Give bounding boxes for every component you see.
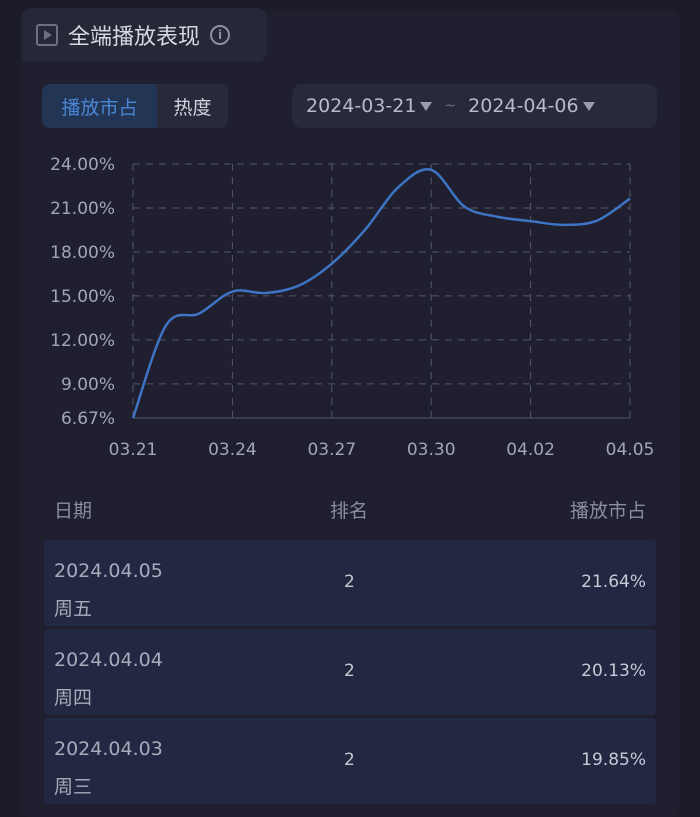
row-weekday: 周五	[54, 598, 93, 620]
row-weekday: 周三	[54, 776, 93, 798]
row-share: 19.85%	[581, 750, 646, 770]
y-tick-label: 9.00%	[61, 375, 115, 395]
x-tick-label: 03.30	[407, 440, 456, 460]
y-tick-label: 18.00%	[50, 243, 115, 263]
date-range-picker: 2024-03-21 ~ 2024-04-06	[292, 84, 657, 128]
info-icon[interactable]: i	[210, 25, 231, 45]
x-tick-label: 04.02	[506, 440, 555, 460]
metric-toggle: 播放市占 热度	[42, 84, 228, 128]
row-share: 20.13%	[581, 661, 646, 681]
end-date[interactable]: 2024-04-06	[468, 95, 579, 117]
row-rank: 2	[344, 661, 355, 681]
tab-market-share[interactable]: 播放市占	[42, 84, 157, 128]
x-tick-label: 03.21	[109, 440, 158, 460]
x-tick-label: 03.27	[307, 440, 356, 460]
y-tick-label: 21.00%	[50, 199, 115, 219]
panel-title: 全端播放表现	[68, 25, 201, 50]
caret-down-icon[interactable]	[582, 101, 595, 111]
row-date: 2024.04.03	[54, 738, 163, 760]
column-header-rank: 排名	[330, 500, 369, 522]
caret-down-icon[interactable]	[420, 101, 433, 111]
x-tick-label: 03.24	[208, 440, 257, 460]
row-date: 2024.04.05	[54, 560, 163, 582]
table-row: 2024.04.04 周四 2 20.13%	[44, 629, 656, 715]
column-header-date: 日期	[54, 500, 93, 522]
share-line-chart: 24.00% 21.00% 18.00% 15.00% 12.00% 9.00% 6.67%…	[50, 155, 655, 460]
y-tick-label: 6.67%	[61, 409, 115, 429]
row-rank: 2	[344, 750, 355, 770]
panel-header: 全端播放表现 i	[22, 8, 267, 62]
y-tick-label: 15.00%	[50, 287, 115, 307]
start-date[interactable]: 2024-03-21	[306, 95, 417, 117]
range-separator: ~	[444, 98, 457, 114]
y-tick-label: 24.00%	[50, 155, 115, 175]
row-rank: 2	[344, 572, 355, 592]
y-tick-label: 12.00%	[50, 331, 115, 351]
series-line	[131, 168, 631, 419]
tab-heat[interactable]: 热度	[173, 96, 212, 119]
row-share: 21.64%	[581, 572, 646, 592]
x-tick-label: 04.05	[606, 440, 655, 460]
row-date: 2024.04.04	[54, 649, 163, 671]
table-row: 2024.04.03 周三 2 19.85%	[44, 718, 656, 804]
column-header-share: 播放市占	[569, 500, 646, 522]
table-row: 2024.04.05 周五 2 21.64%	[44, 540, 656, 626]
play-icon	[36, 24, 58, 46]
row-weekday: 周四	[54, 687, 93, 709]
